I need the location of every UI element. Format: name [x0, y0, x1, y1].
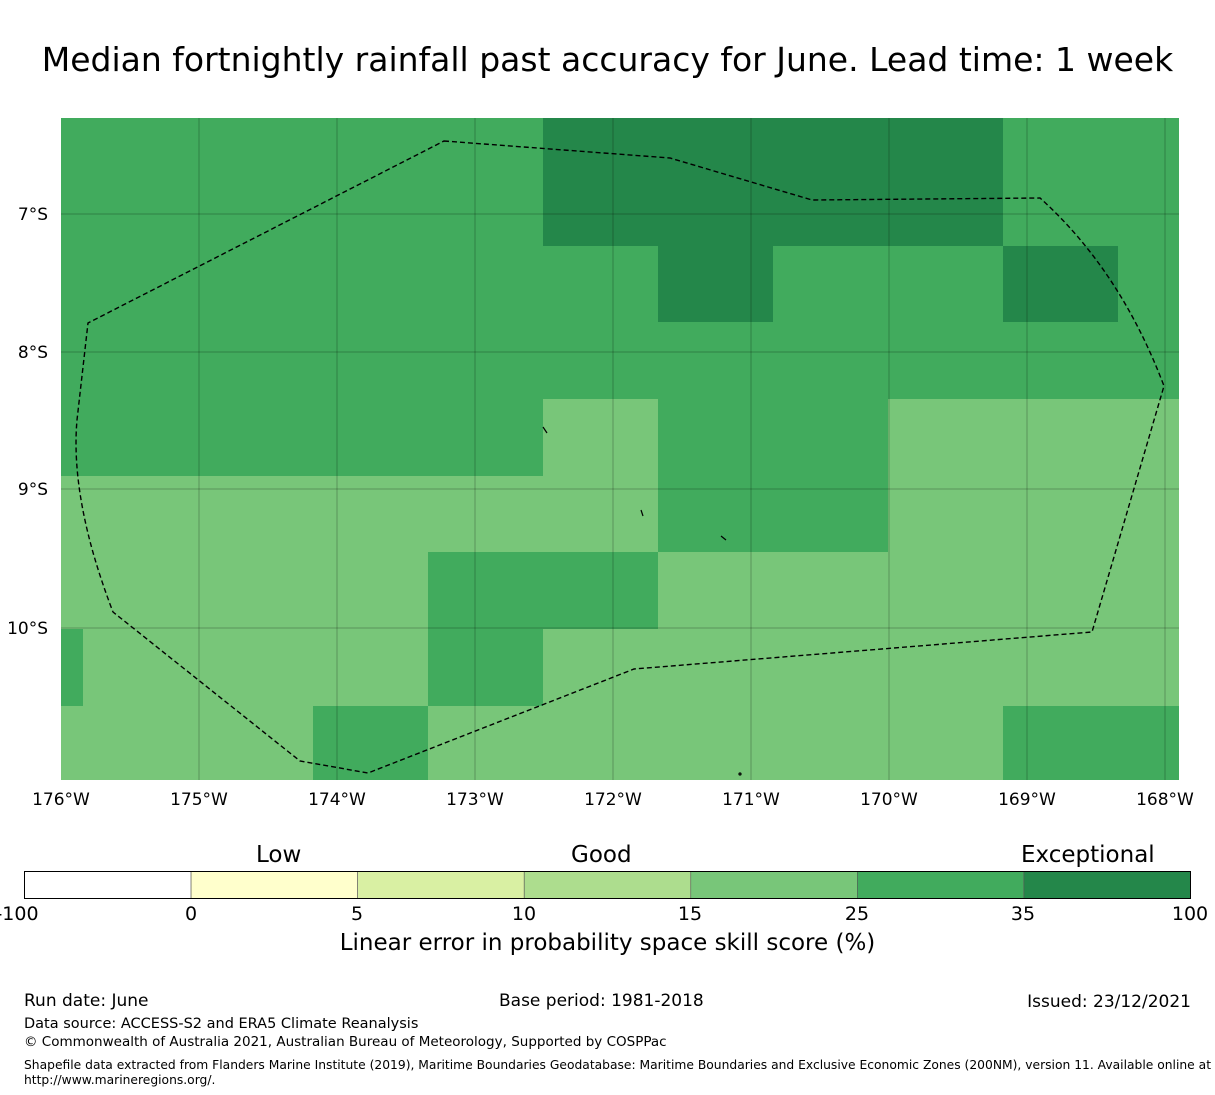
colorbar-ticks: -100 0 5 10 15 25 35 100: [0, 903, 1208, 925]
colorbar-segment: [357, 871, 525, 899]
grid-cell: [83, 629, 428, 706]
colorbar-tick: 0: [185, 903, 197, 925]
eez-boundary: [75, 140, 1165, 774]
island: [738, 772, 742, 776]
lat-label: 10°S: [7, 619, 48, 639]
colorbar-tick: 100: [1172, 903, 1208, 925]
lon-label: 172°W: [584, 790, 642, 810]
grid-cell: [543, 118, 1003, 246]
island: [720, 535, 727, 541]
grid-cell: [1003, 246, 1118, 322]
colorbar-tick: 25: [845, 903, 869, 925]
colorbar-tick: 15: [678, 903, 702, 925]
grid-cell: [61, 552, 428, 629]
map-title: Median fortnightly rainfall past accurac…: [41, 40, 1174, 79]
colorbar-tick: -100: [0, 903, 39, 925]
base-period: Base period: 1981-2018: [499, 991, 704, 1011]
colorbar-category-exceptional: Exceptional: [1021, 842, 1155, 868]
colorbar-segment: [857, 871, 1025, 899]
grid-cell: [543, 629, 1179, 706]
colorbar-segments: [24, 871, 1191, 899]
lon-label: 169°W: [998, 790, 1056, 810]
issued-date: Issued: 23/12/2021: [1027, 992, 1191, 1012]
lat-label: 7°S: [18, 205, 48, 225]
colorbar-segment: [690, 871, 858, 899]
colorbar-tick: 10: [512, 903, 536, 925]
lon-label: 173°W: [446, 790, 504, 810]
colorbar-category-low: Low: [256, 842, 302, 868]
islands: [542, 426, 742, 776]
shapefile-credit: Shapefile data extracted from Flanders M…: [24, 1058, 1212, 1072]
grid-cell: [61, 706, 313, 780]
grid-cell: [543, 399, 658, 476]
lon-label: 176°W: [32, 790, 90, 810]
lat-label: 9°S: [18, 480, 48, 500]
skill-map: 7°S 8°S 9°S 10°S 176°W 175°W 174°W 173°W…: [7, 118, 1194, 810]
run-date: Run date: June: [24, 991, 149, 1011]
colorbar: -100 0 5 10 15 25 35 100: [0, 871, 1208, 925]
lon-label: 175°W: [170, 790, 228, 810]
colorbar-tick: 5: [351, 903, 363, 925]
grid-cell: [658, 246, 773, 322]
shapefile-url: http://www.marineregions.org/.: [24, 1073, 216, 1087]
latitude-labels: 7°S 8°S 9°S 10°S: [7, 205, 48, 639]
colorbar-title: Linear error in probability space skill …: [339, 930, 876, 956]
colorbar-segment: [1023, 871, 1191, 899]
skill-grid: [61, 118, 1179, 780]
data-source: Data source: ACCESS-S2 and ERA5 Climate …: [24, 1016, 419, 1032]
grid-cell: [428, 706, 1003, 780]
grid-cell: [658, 552, 1179, 629]
lon-label: 174°W: [308, 790, 366, 810]
colorbar-segment: [24, 871, 192, 899]
copyright: © Commonwealth of Australia 2021, Austra…: [24, 1034, 667, 1050]
lon-label: 168°W: [1136, 790, 1194, 810]
lon-label: 170°W: [860, 790, 918, 810]
island: [542, 426, 548, 434]
colorbar-segment: [523, 871, 692, 899]
lat-label: 8°S: [18, 343, 48, 363]
grid-cell: [888, 476, 1179, 552]
colorbar-tick: 35: [1011, 903, 1035, 925]
island: [640, 509, 644, 517]
grid-cell: [61, 476, 658, 552]
colorbar-frame: [24, 871, 1191, 899]
graticule: [61, 118, 1179, 780]
longitude-labels: 176°W 175°W 174°W 173°W 172°W 171°W 170°…: [32, 790, 1194, 810]
lon-label: 171°W: [722, 790, 780, 810]
grid-cell: [888, 399, 1179, 476]
colorbar-segment: [190, 871, 358, 899]
colorbar-category-good: Good: [571, 842, 632, 868]
